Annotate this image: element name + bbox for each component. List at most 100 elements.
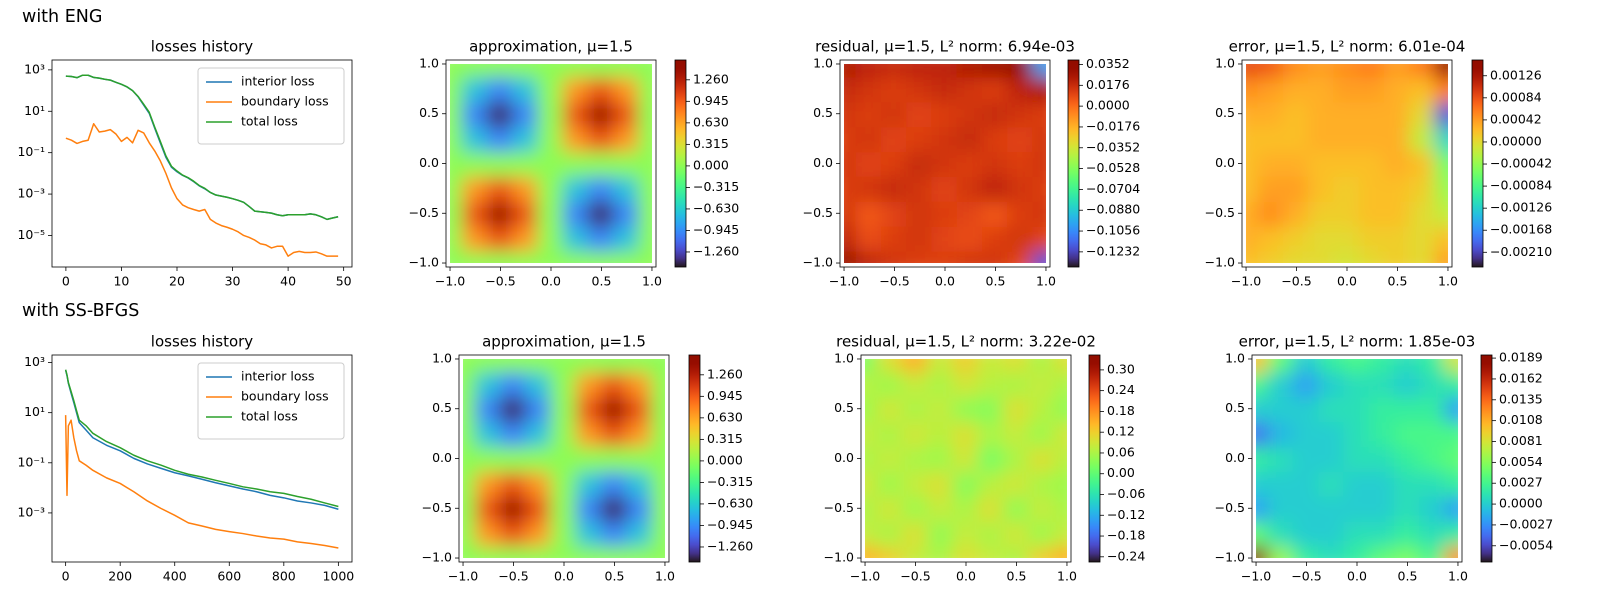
heat-cell (450, 224, 464, 252)
heat-cell (1257, 199, 1285, 227)
heat-cell (981, 150, 1010, 177)
heat-cell (931, 174, 959, 202)
heat-cell (550, 544, 578, 559)
colorbar-tick-label: 0.00084 (1490, 89, 1542, 104)
y-tick-label: 10⁻⁵ (17, 227, 45, 242)
heat-cell (1267, 469, 1295, 497)
heat-cell (575, 395, 603, 423)
heat-cell (1308, 174, 1336, 202)
heat-cell (880, 224, 909, 252)
heat-cell (587, 125, 616, 153)
heat-cell (1358, 174, 1386, 202)
heat-cell (931, 125, 959, 153)
heat-cell (1358, 75, 1386, 103)
heat-cell (1282, 75, 1311, 103)
axes-frame (860, 354, 1072, 563)
heat-cell (977, 469, 1005, 497)
heat-cell (613, 249, 641, 264)
y-tick-label: 10³ (24, 354, 45, 369)
x-tick-label: −1.0 (829, 274, 859, 289)
heat-cell (499, 395, 528, 423)
colorbar (1480, 354, 1493, 563)
y-tick-label: −0.5 (1215, 500, 1245, 515)
y-tick-label: 0.0 (419, 155, 439, 170)
heat-cell (537, 249, 565, 264)
heat-cell (876, 358, 904, 373)
heat-cell (931, 150, 959, 177)
x-tick-label: 600 (217, 569, 241, 584)
colorbar-tick-label: −0.12 (1107, 507, 1145, 522)
heat-cell (1434, 75, 1448, 103)
heat-cell (512, 75, 540, 103)
heat-cell (1409, 125, 1437, 153)
x-tick-label: 1.0 (1448, 569, 1468, 584)
heat-cell (1007, 224, 1035, 252)
y-tick-label: 1.0 (1215, 55, 1235, 70)
heat-cell (512, 125, 540, 153)
colorbar-tick-label: 0.630 (693, 114, 729, 129)
heat-cell (638, 63, 652, 78)
heat-cell (906, 100, 934, 128)
heat-cell (1318, 519, 1346, 547)
y-tick-label: 10¹ (24, 404, 45, 419)
heat-cell (952, 494, 980, 522)
heat-cell (638, 174, 652, 202)
heat-cell (1256, 445, 1270, 472)
heat-cell (651, 469, 665, 497)
heat-cell (638, 125, 652, 153)
heat-cell (1383, 125, 1412, 153)
field-clip (463, 358, 665, 559)
field-clip (1246, 63, 1448, 264)
x-tick-label: 0 (62, 274, 70, 289)
series-line (65, 74, 339, 221)
colorbar-tick-label: 0.00042 (1490, 111, 1542, 126)
heat-cell (450, 199, 464, 227)
heat-cell (1368, 544, 1396, 559)
heat-cell (1383, 63, 1412, 78)
x-tick-label: 1000 (322, 569, 354, 584)
y-tick-label: 0.5 (834, 400, 854, 415)
heat-cell (1393, 469, 1422, 497)
heat-cell (1246, 63, 1260, 78)
heat-cell (486, 224, 515, 252)
heat-cell (525, 358, 553, 373)
y-tick-label: 0.5 (1225, 400, 1245, 415)
heat-cell (613, 150, 641, 177)
colorbar-tick-label: 1.260 (707, 366, 743, 381)
heat-cell (1333, 174, 1361, 202)
legend-label: boundary loss (241, 389, 329, 404)
heat-cell (1267, 544, 1295, 559)
heat-cell (865, 420, 879, 448)
heat-cell (844, 125, 858, 153)
heat-cell (537, 75, 565, 103)
plot-area (64, 369, 339, 549)
legend-label: interior loss (241, 74, 315, 89)
heat-cell (1318, 370, 1346, 398)
x-tick-label: 400 (163, 569, 187, 584)
field (463, 358, 665, 559)
x-tick-label: 10 (113, 274, 129, 289)
heat-cell (1368, 519, 1396, 547)
heat-cell (1368, 420, 1396, 448)
heat-cell (450, 150, 464, 177)
heat-cell (626, 420, 654, 448)
heat-cell (1419, 420, 1447, 448)
heat-cell (880, 249, 909, 264)
colorbar-tick-label: 0.0108 (1499, 412, 1543, 427)
heat-cell (575, 469, 603, 497)
heat-cell (1267, 494, 1295, 522)
heat-cell (1246, 150, 1260, 177)
heat-cell (474, 469, 502, 497)
heat-cell (1434, 199, 1448, 227)
colorbar-tick-label: 0.06 (1107, 444, 1135, 459)
heat-cell (613, 100, 641, 128)
heat-cell (1308, 199, 1336, 227)
heat-cell (1007, 199, 1035, 227)
heat-cell (1002, 358, 1031, 373)
colorbar-tick-label: 0.315 (707, 431, 743, 446)
heat-cell (901, 358, 930, 373)
heat-cell (1292, 358, 1321, 373)
heat-cell (956, 199, 984, 227)
heat-cell (906, 174, 934, 202)
heat-cell (461, 63, 489, 78)
